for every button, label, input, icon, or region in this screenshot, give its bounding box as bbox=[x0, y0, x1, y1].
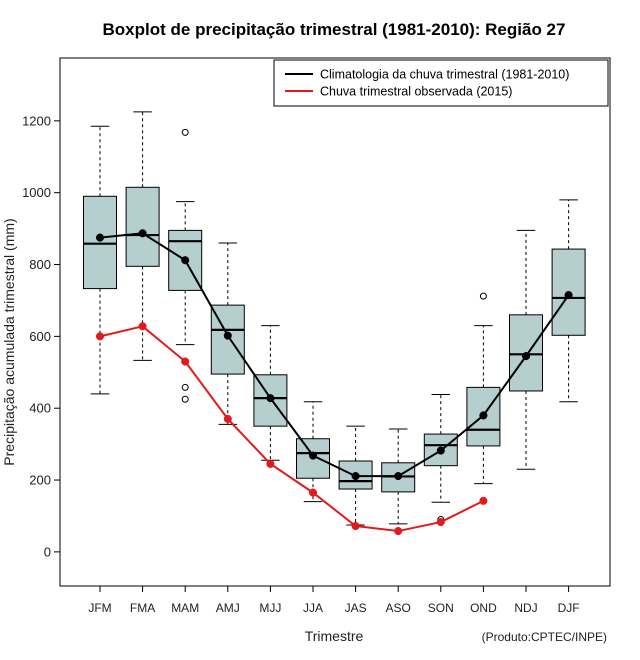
plot-frame bbox=[59, 57, 611, 587]
series-point bbox=[436, 518, 445, 527]
x-tick-label: OND bbox=[470, 601, 497, 615]
series-point bbox=[181, 357, 190, 366]
series-climatology bbox=[95, 229, 573, 481]
x-tick-label: DJF bbox=[558, 601, 580, 615]
series-layer bbox=[95, 229, 573, 536]
box-ndj bbox=[509, 229, 543, 470]
x-tick-label: ASO bbox=[386, 601, 411, 615]
series-point bbox=[138, 322, 147, 331]
box-iqr bbox=[125, 186, 160, 267]
outlier-point bbox=[181, 128, 189, 136]
y-tick-label: 800 bbox=[29, 257, 51, 272]
series-point bbox=[351, 521, 360, 531]
outlier-point bbox=[181, 395, 189, 403]
x-tick-label: NDJ bbox=[514, 601, 537, 615]
series-point bbox=[308, 488, 318, 497]
series-point bbox=[479, 411, 488, 420]
series-observed-2015 bbox=[95, 322, 488, 536]
series-point bbox=[479, 496, 488, 505]
series-point bbox=[564, 291, 573, 300]
x-tick-label: AMJ bbox=[216, 601, 240, 615]
outlier-point bbox=[479, 292, 487, 300]
y-tick-label: 200 bbox=[29, 473, 51, 488]
series-point bbox=[223, 414, 232, 424]
box-fma bbox=[125, 111, 160, 361]
series-point bbox=[521, 352, 531, 361]
y-axis: 0 200 400 600 800 1000 1200 bbox=[22, 113, 60, 559]
series-point bbox=[436, 446, 445, 455]
y-tick-label: 0 bbox=[44, 544, 51, 559]
source-note: (Produto:CPTEC/INPE) bbox=[482, 630, 607, 644]
legend: Climatologia da chuva trimestral (1981-2… bbox=[273, 59, 609, 107]
x-tick-label: MAM bbox=[171, 601, 199, 615]
x-tick-label: JJA bbox=[303, 601, 323, 615]
x-tick-label: JAS bbox=[345, 601, 367, 615]
series-point bbox=[351, 472, 360, 481]
y-tick-label: 600 bbox=[29, 329, 51, 344]
x-axis-label: Trimestre bbox=[305, 628, 364, 644]
box-djf bbox=[551, 199, 586, 403]
y-axis-label: Precipitação acumulada trimestral (mm) bbox=[1, 218, 17, 465]
series-line bbox=[99, 232, 570, 478]
series-point bbox=[266, 394, 275, 403]
chart-title: Boxplot de precipitação trimestral (1981… bbox=[103, 20, 566, 39]
legend-box bbox=[273, 59, 609, 107]
outlier-point bbox=[181, 383, 189, 391]
series-point bbox=[308, 451, 318, 460]
series-point bbox=[181, 256, 190, 265]
series-point bbox=[223, 331, 232, 340]
y-tick-label: 400 bbox=[29, 401, 51, 416]
box-jfm bbox=[83, 125, 117, 395]
x-tick-label: SON bbox=[428, 601, 454, 615]
box-mjj bbox=[253, 325, 288, 461]
series-point bbox=[394, 526, 403, 536]
series-line bbox=[99, 325, 484, 533]
box-iqr bbox=[83, 195, 117, 290]
y-tick-label: 1200 bbox=[22, 113, 51, 128]
series-point bbox=[138, 229, 147, 238]
series-point bbox=[95, 233, 105, 242]
legend-label-climatology: Climatologia da chuva trimestral (1981-2… bbox=[320, 68, 569, 82]
x-tick-label: JFM bbox=[88, 601, 111, 615]
series-point bbox=[266, 459, 275, 468]
y-tick-label: 1000 bbox=[22, 185, 51, 200]
legend-label-observed: Chuva trimestral observada (2015) bbox=[320, 85, 512, 99]
box-ond bbox=[466, 292, 501, 485]
x-tick-label: FMA bbox=[130, 601, 155, 615]
x-axis: JFM FMA MAM AMJ MJJ JJA JAS ASO SON OND NDJ DJF bbox=[88, 586, 580, 615]
boxes-layer bbox=[83, 111, 586, 526]
x-tick-label: MJJ bbox=[259, 601, 281, 615]
series-point bbox=[95, 332, 105, 341]
series-point bbox=[394, 472, 403, 481]
